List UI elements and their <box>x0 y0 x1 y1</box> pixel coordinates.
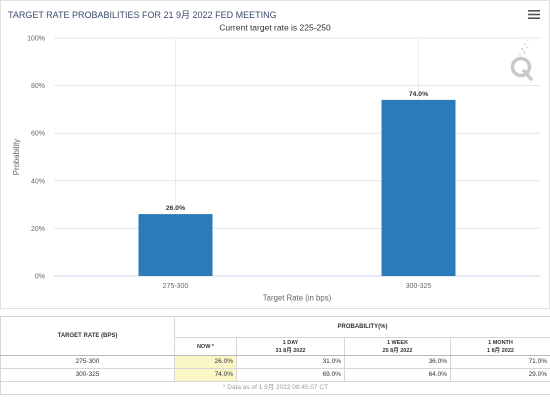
watermark-dot <box>520 47 524 51</box>
probability-1-week-cell: 64.0% <box>344 368 451 382</box>
x-axis-title: Target Rate (in bps) <box>263 294 332 303</box>
watermark-dot <box>523 51 526 54</box>
hamburger-line[interactable] <box>528 13 540 16</box>
watermark-dot <box>527 39 529 41</box>
hamburger-menu-icon[interactable] <box>528 10 540 19</box>
target-rate-header: TARGET RATE (BPS) <box>0 316 175 356</box>
y-tick-label: 60% <box>31 131 45 138</box>
probability-now-cell: 26.0% <box>174 355 237 369</box>
hamburger-line[interactable] <box>528 17 540 19</box>
column-header-1-day-label: 1 DAY <box>282 339 299 346</box>
column-header-1-week: 1 WEEK 25 8月 2022 <box>344 337 451 356</box>
probability-table: TARGET RATE (BPS) PROBABILITY(%) NOW * 1… <box>0 316 550 395</box>
data-timestamp-note: * Data as of 1 9月 2022 09:45:07 CT <box>0 381 550 395</box>
probability-1-day-cell: 31.0% <box>236 355 345 369</box>
bar-275-300[interactable] <box>138 214 213 276</box>
probability-1-day-cell: 69.0% <box>236 368 345 382</box>
column-header-1-week-date: 25 8月 2022 <box>382 347 413 354</box>
column-header-1-day-date: 31 8月 2022 <box>275 347 306 354</box>
bar-data-label: 74.0% <box>409 91 428 98</box>
chart-subtitle: Current target rate is 225-250 <box>219 23 331 33</box>
table-row: 275-300 26.0% 31.0% 36.0% 71.0% <box>0 355 550 369</box>
bar-data-label: 26.0% <box>166 205 185 212</box>
watermark-tail <box>522 69 533 81</box>
y-tick-label: 0% <box>35 274 45 281</box>
target-rate-cell: 275-300 <box>0 355 175 369</box>
y-axis-title: Probability <box>12 139 21 176</box>
probability-1-month-cell: 29.0% <box>450 368 550 382</box>
table-row: 300-325 74.0% 69.0% 64.0% 29.0% <box>0 368 550 382</box>
q-watermark-icon <box>510 39 533 81</box>
bars <box>138 99 456 276</box>
watermark-dot <box>526 46 528 49</box>
chart-title: TARGET RATE PROBABILITIES FOR 21 9月 2022… <box>8 10 277 20</box>
probability-header: PROBABILITY(%) <box>174 316 550 338</box>
target-rate-cell: 300-325 <box>0 368 175 382</box>
chart-labels: 0% 20% 40% 60% 80% 100% 26.0% 275-300 74.0% 300-3… <box>27 36 431 291</box>
column-header-1-day: 1 DAY 31 8月 2022 <box>236 337 345 356</box>
table-note-row: * Data as of 1 9月 2022 09:45:07 CT <box>0 381 550 395</box>
watermark-dot <box>524 43 526 45</box>
watermark-dot <box>519 53 521 56</box>
probability-1-week-cell: 36.0% <box>344 355 451 369</box>
probability-1-month-cell: 71.0% <box>450 355 550 369</box>
column-header-1-month-label: 1 MONTH <box>488 339 513 346</box>
probability-chart: TARGET RATE PROBABILITIES FOR 21 9月 2022… <box>0 0 550 309</box>
y-tick-label: 40% <box>31 178 45 185</box>
watermark-ring <box>510 56 532 78</box>
column-header-1-week-label: 1 WEEK <box>386 339 409 346</box>
hamburger-line[interactable] <box>528 10 540 12</box>
column-header-1-month-date: 1 8月 2022 <box>487 347 514 354</box>
table-header-row: TARGET RATE (BPS) PROBABILITY(%) <box>0 316 550 356</box>
gridlines <box>54 37 540 277</box>
y-tick-label: 80% <box>31 83 45 90</box>
bar-300-325[interactable] <box>381 99 456 276</box>
x-tick-label: 275-300 <box>163 283 189 290</box>
y-tick-label: 20% <box>31 226 45 233</box>
y-tick-label: 100% <box>27 36 45 43</box>
column-header-now-label: NOW * <box>196 343 215 350</box>
probability-now-cell: 74.0% <box>174 368 237 382</box>
column-header-now: NOW * <box>174 337 237 356</box>
x-tick-label: 300-325 <box>406 283 432 290</box>
column-header-1-month: 1 MONTH 1 8月 2022 <box>450 337 550 356</box>
chart-frame <box>0 0 550 309</box>
table-subheader-row: NOW * 1 DAY 31 8月 2022 1 WEEK 25 8月 2022… <box>1 337 550 356</box>
